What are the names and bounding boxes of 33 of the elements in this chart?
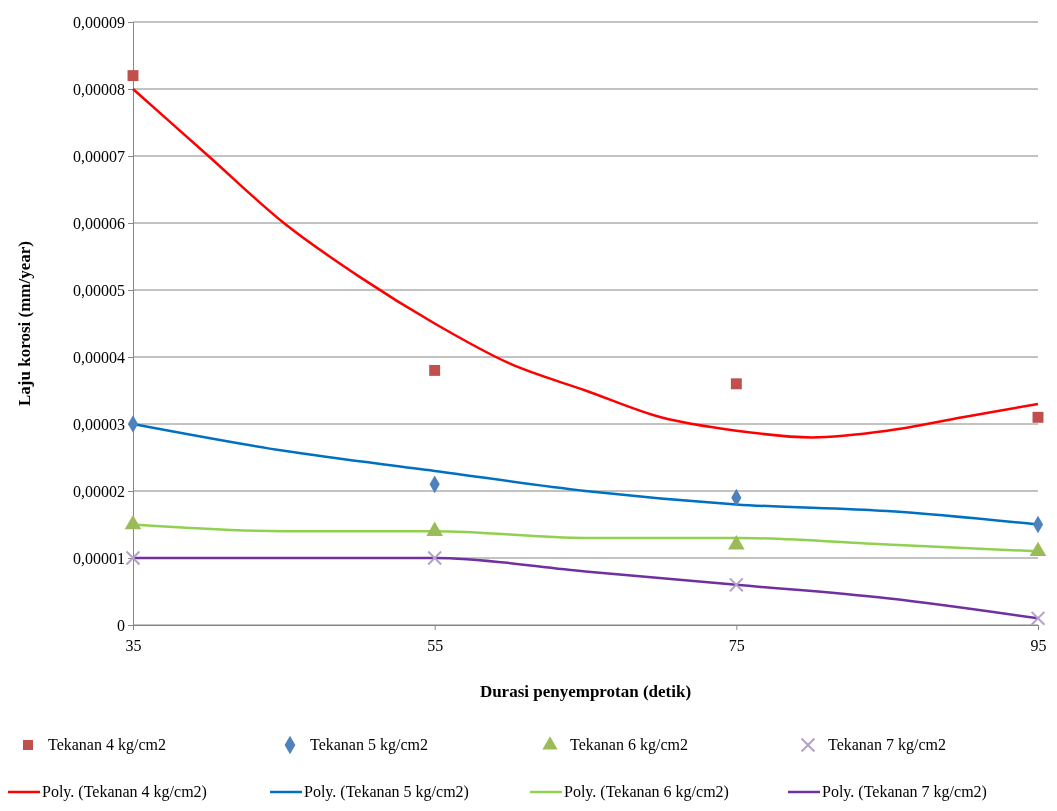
legend-label: Poly. (Tekanan 6 kg/cm2) <box>564 783 729 801</box>
legend-label: Tekanan 6 kg/cm2 <box>570 736 688 754</box>
point <box>429 364 441 376</box>
point <box>427 550 443 566</box>
point <box>125 550 141 566</box>
y-axis-title: Laju korosi (mm/year) <box>15 241 34 406</box>
y-tick-label: 0,00008 <box>73 80 125 98</box>
y-tick-label: 0,00004 <box>73 348 125 366</box>
legend-label: Poly. (Tekanan 5 kg/cm2) <box>304 783 469 801</box>
legend-label: Poly. (Tekanan 7 kg/cm2) <box>822 783 987 801</box>
legend-label: Poly. (Tekanan 4 kg/cm2) <box>42 783 207 801</box>
x-tick-label: 75 <box>728 636 745 654</box>
legend-label: Tekanan 4 kg/cm2 <box>48 736 166 754</box>
y-tick-label: 0,00001 <box>73 549 125 567</box>
x-tick-label: 95 <box>1030 636 1047 654</box>
legend-label: Tekanan 5 kg/cm2 <box>310 736 428 754</box>
x-tick-label: 35 <box>125 636 142 654</box>
y-tick-label: 0,00002 <box>73 482 125 500</box>
y-tick-label: 0,00007 <box>73 147 125 165</box>
point <box>1030 610 1046 626</box>
y-tick-label: 0,00006 <box>73 214 125 232</box>
line-series <box>131 87 1040 439</box>
x-tick-label: 55 <box>427 636 444 654</box>
point <box>127 70 139 82</box>
point <box>1032 411 1044 423</box>
y-tick-label: 0,00003 <box>73 415 125 433</box>
y-tick-label: 0,00005 <box>73 281 125 299</box>
x-axis-title: Durasi penyemprotan (detik) <box>479 682 692 701</box>
point <box>730 378 742 390</box>
y-tick-label: 0 <box>117 616 125 634</box>
point <box>728 577 744 593</box>
legend-label: Tekanan 7 kg/cm2 <box>828 736 946 754</box>
y-tick-label: 0,00009 <box>73 13 125 31</box>
